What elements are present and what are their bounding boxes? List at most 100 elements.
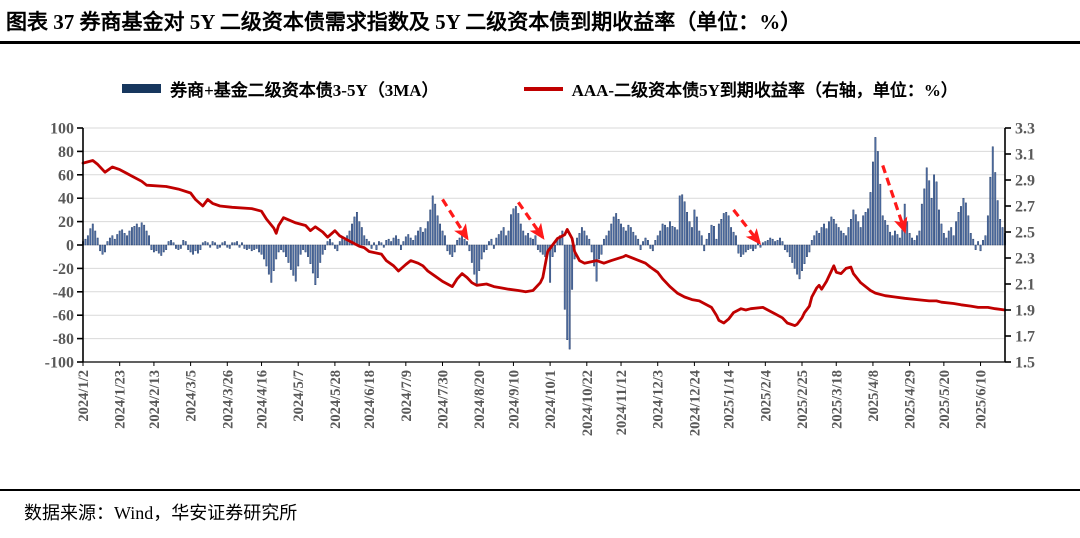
demand-index-bar bbox=[412, 240, 415, 246]
demand-index-bar bbox=[392, 237, 395, 246]
demand-index-bar bbox=[86, 235, 89, 246]
demand-index-bar bbox=[319, 244, 322, 263]
demand-index-bar bbox=[568, 244, 571, 350]
demand-index-bar bbox=[952, 235, 955, 246]
demand-index-bar bbox=[688, 221, 691, 246]
demand-index-bar bbox=[116, 234, 119, 246]
demand-index-bar bbox=[541, 244, 544, 255]
demand-index-bar bbox=[351, 223, 353, 246]
demand-index-bar bbox=[377, 241, 380, 246]
demand-index-bar bbox=[713, 226, 715, 246]
demand-index-bar bbox=[456, 240, 459, 246]
demand-index-bar bbox=[637, 238, 640, 246]
demand-index-bar bbox=[862, 215, 865, 246]
demand-index-bar bbox=[901, 229, 904, 246]
demand-index-bar bbox=[233, 242, 236, 246]
demand-index-bar bbox=[610, 223, 613, 246]
demand-index-bar bbox=[177, 244, 180, 250]
demand-index-bar bbox=[258, 244, 261, 253]
demand-index-bar bbox=[884, 220, 887, 246]
demand-index-bar bbox=[715, 238, 718, 246]
demand-index-bar bbox=[265, 244, 268, 267]
demand-index-bar bbox=[380, 242, 383, 246]
demand-index-bar bbox=[774, 241, 777, 246]
demand-index-bar bbox=[979, 244, 982, 252]
demand-index-bar bbox=[850, 219, 852, 246]
x-axis-label: 2025/3/18 bbox=[829, 370, 845, 429]
demand-index-bar bbox=[338, 241, 341, 246]
demand-index-bar bbox=[823, 223, 825, 246]
x-axis-label: 2024/10/1 bbox=[543, 370, 559, 429]
demand-index-bar bbox=[693, 209, 696, 246]
demand-index-bar bbox=[647, 240, 649, 246]
demand-index-bar bbox=[766, 240, 769, 246]
demand-index-bar bbox=[859, 227, 862, 246]
demand-index-bar bbox=[735, 235, 737, 246]
demand-index-bar bbox=[967, 215, 970, 246]
demand-index-bar bbox=[874, 137, 877, 246]
demand-index-bar bbox=[135, 223, 138, 246]
demand-index-bar bbox=[488, 241, 490, 246]
demand-index-bar bbox=[813, 235, 816, 246]
demand-index-bar bbox=[206, 242, 209, 246]
demand-index-bar bbox=[744, 244, 747, 253]
demand-index-bar bbox=[842, 233, 845, 246]
demand-index-bar bbox=[422, 231, 424, 246]
demand-index-bar bbox=[730, 227, 733, 246]
left-axis-label: 40 bbox=[58, 191, 74, 208]
x-axis-label: 2025/2/25 bbox=[795, 370, 811, 429]
demand-index-bar bbox=[620, 223, 622, 246]
demand-index-bar bbox=[248, 244, 251, 249]
line-series-label: AAA-二级资本债5Y到期收益率（右轴，单位：%） bbox=[571, 81, 958, 100]
demand-index-bar bbox=[549, 244, 552, 283]
demand-index-bar bbox=[761, 242, 764, 246]
demand-index-bar bbox=[436, 215, 439, 246]
demand-index-bar bbox=[495, 237, 498, 246]
demand-index-bar bbox=[991, 146, 994, 246]
demand-index-bar bbox=[478, 244, 481, 271]
demand-index-bar bbox=[336, 244, 339, 252]
demand-index-bar bbox=[779, 237, 781, 246]
demand-index-bar bbox=[642, 241, 644, 246]
left-axis-label: 60 bbox=[58, 167, 74, 184]
demand-index-bar bbox=[994, 172, 997, 246]
demand-index-bar bbox=[194, 244, 197, 252]
demand-index-bar bbox=[463, 238, 466, 246]
demand-index-bar bbox=[938, 209, 940, 246]
demand-index-bar bbox=[409, 237, 412, 246]
left-axis-label: 80 bbox=[58, 144, 74, 161]
demand-index-bar bbox=[272, 244, 275, 271]
demand-index-bar bbox=[732, 231, 735, 246]
demand-index-bar bbox=[960, 206, 962, 246]
demand-index-bar bbox=[343, 240, 346, 246]
demand-index-bar bbox=[329, 238, 331, 246]
demand-index-bar bbox=[289, 244, 292, 270]
demand-index-bar bbox=[417, 230, 419, 246]
demand-index-bar bbox=[889, 231, 891, 246]
demand-index-bar bbox=[143, 224, 146, 246]
demand-index-bar bbox=[514, 206, 517, 246]
demand-index-bar bbox=[226, 244, 229, 248]
demand-index-bar bbox=[982, 240, 984, 246]
demand-index-bar bbox=[130, 227, 133, 246]
demand-index-bar bbox=[906, 221, 909, 246]
right-axis-label: 2.5 bbox=[1015, 225, 1035, 242]
demand-index-bar bbox=[671, 226, 674, 246]
demand-index-bar bbox=[236, 241, 238, 246]
demand-index-bar bbox=[448, 244, 451, 255]
demand-index-bar bbox=[219, 244, 221, 248]
right-axis-label: 3.1 bbox=[1015, 147, 1035, 164]
demand-index-bar bbox=[94, 230, 97, 246]
demand-index-bar bbox=[793, 244, 796, 269]
demand-index-bar bbox=[424, 228, 427, 246]
demand-index-bar bbox=[431, 195, 434, 246]
demand-index-bar bbox=[566, 244, 569, 340]
data-source: 数据来源：Wind，华安证券研究所 bbox=[24, 503, 298, 523]
demand-index-bar bbox=[113, 238, 116, 246]
demand-index-bar bbox=[402, 241, 405, 246]
demand-index-bar bbox=[524, 235, 527, 246]
demand-index-bar bbox=[947, 230, 950, 246]
demand-index-bar bbox=[517, 213, 520, 246]
left-axis-label: -60 bbox=[53, 308, 74, 325]
demand-index-bar bbox=[781, 241, 784, 246]
